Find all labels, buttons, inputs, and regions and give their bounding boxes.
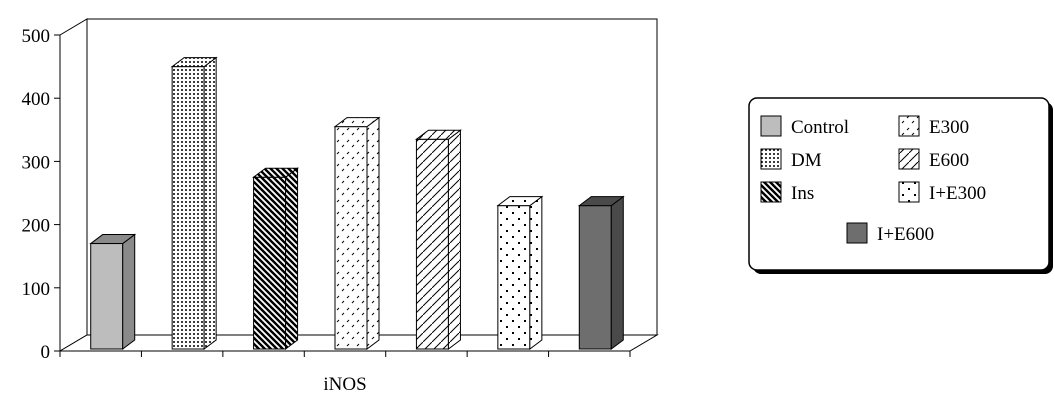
bar-top (496, 196, 544, 207)
legend-swatch (898, 148, 920, 170)
bar-top (577, 196, 625, 207)
bar-top (170, 57, 218, 68)
bar-e300 (333, 116, 381, 350)
bar-side (529, 195, 543, 350)
y-tick-label: 400 (22, 89, 51, 110)
bar-side (285, 167, 299, 350)
y-tick-label: 100 (22, 279, 51, 300)
bar-top (89, 234, 137, 245)
bar-side (610, 195, 624, 350)
bar-front (415, 138, 449, 350)
legend-item-i-e300: I+E300 (898, 181, 986, 204)
bar-front (90, 243, 124, 350)
legend-swatch (846, 222, 868, 244)
y-tick-label: 300 (22, 152, 51, 173)
bar-front (578, 205, 612, 350)
legend-label: Ins (791, 183, 814, 204)
left-wall (59, 18, 88, 352)
legend-item-e300: E300 (898, 115, 969, 138)
legend-swatch (760, 115, 782, 137)
legend-label: E600 (929, 150, 969, 171)
legend-item-ins: Ins (760, 181, 814, 204)
bar-i-e300 (496, 195, 544, 350)
bar-front (171, 66, 205, 350)
legend-item-e600: E600 (898, 148, 969, 171)
legend-swatch (898, 181, 920, 203)
bar-dm (170, 56, 218, 350)
legend-label: Control (791, 117, 849, 138)
bar-ins (252, 167, 300, 350)
bar-side (447, 129, 461, 350)
bar-e600 (414, 129, 462, 350)
y-tick-label: 0 (41, 342, 51, 363)
bar-top (333, 117, 381, 128)
bar-top (252, 167, 300, 178)
bar-front (497, 205, 531, 350)
legend-item-i-e600: I+E600 (846, 222, 934, 245)
bar-side (122, 233, 136, 351)
x-axis-label: iNOS (323, 374, 366, 395)
bar-i-e600 (577, 195, 625, 350)
y-tick-label: 500 (22, 26, 51, 47)
bar-front (253, 176, 287, 350)
legend-swatch (760, 148, 782, 170)
legend-label: I+E300 (929, 183, 986, 204)
y-tick-label: 200 (22, 216, 51, 237)
bar-control (89, 233, 137, 351)
legend: Control E300 DM E600 Ins I+E300 I+E600 (748, 97, 1053, 274)
legend-swatch (898, 115, 920, 137)
bar-side (366, 116, 380, 350)
legend-item-dm: DM (760, 148, 822, 171)
legend-label: E300 (929, 117, 969, 138)
bar-top (414, 129, 462, 140)
legend-label: DM (791, 150, 822, 171)
bar-side (203, 56, 217, 350)
legend-swatch (760, 181, 782, 203)
bar-front (334, 126, 368, 350)
legend-item-control: Control (760, 115, 849, 138)
legend-label: I+E600 (877, 224, 934, 245)
bars (89, 56, 625, 351)
